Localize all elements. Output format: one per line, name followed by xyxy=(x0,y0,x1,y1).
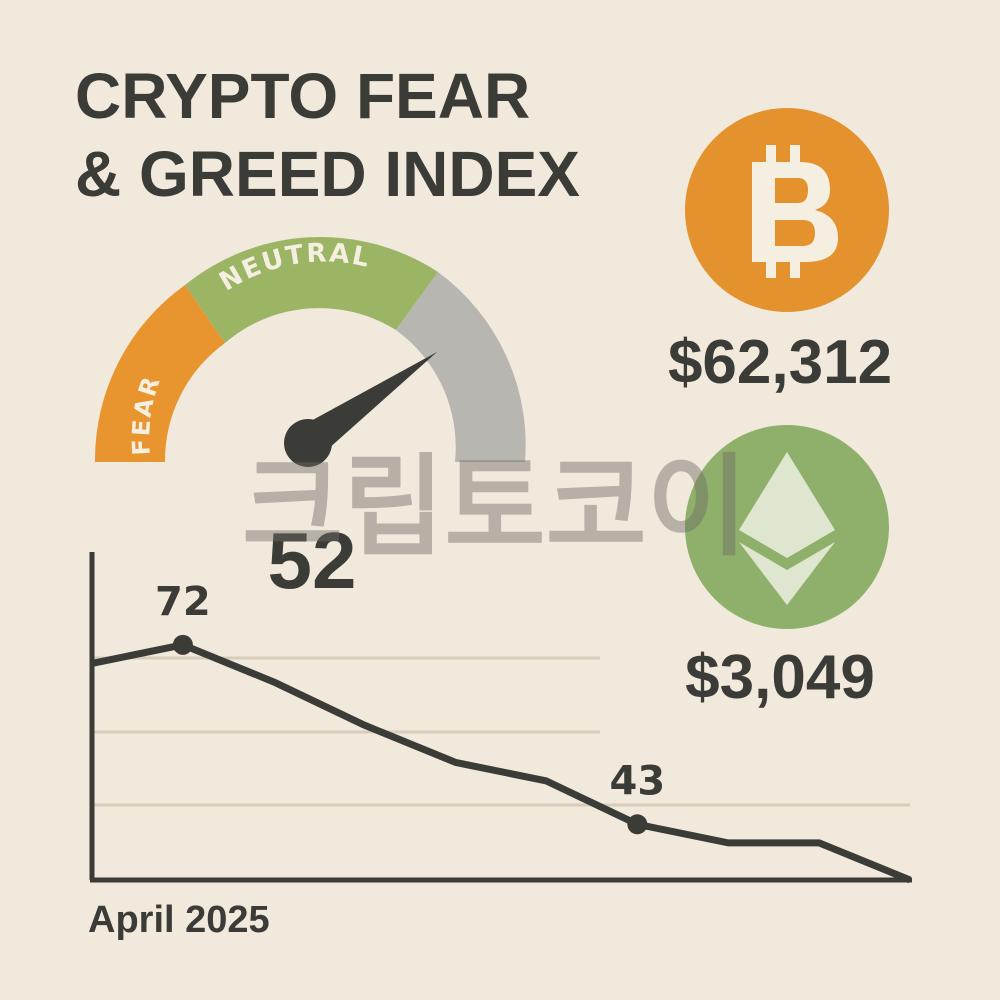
gauge-greed xyxy=(396,272,526,462)
price: $62,312 xyxy=(668,328,892,397)
bitcoin-icon xyxy=(685,108,889,312)
gauge: FEAR NEUTRAL 52 xyxy=(94,236,526,605)
coin-symbol xyxy=(766,258,776,278)
gauge-value: 52 xyxy=(268,516,357,605)
coin-symbol xyxy=(739,542,835,605)
data-label: 72 xyxy=(155,579,211,625)
coin-symbol xyxy=(739,452,835,558)
point xyxy=(627,814,648,835)
coin-symbol xyxy=(766,145,776,165)
point xyxy=(172,634,193,655)
title-line: & GREED INDEX xyxy=(75,138,580,210)
line xyxy=(91,641,912,884)
x-axis-label: April 2025 xyxy=(88,899,270,941)
gauge-fear xyxy=(94,285,226,462)
coin-symbol xyxy=(790,145,800,165)
title-line: CRYPTO FEAR xyxy=(75,60,530,132)
data-label: 43 xyxy=(609,758,665,804)
price: $3,049 xyxy=(685,643,875,712)
needle-hub xyxy=(284,419,332,467)
coin-symbol xyxy=(790,258,800,278)
needle xyxy=(298,352,437,458)
watermark: 크립토코이 xyxy=(242,443,748,571)
ethereum-icon xyxy=(685,425,889,629)
coin-symbol xyxy=(752,162,838,262)
gauge-neutral xyxy=(185,236,438,343)
line-chart: 72 43 xyxy=(89,552,912,884)
